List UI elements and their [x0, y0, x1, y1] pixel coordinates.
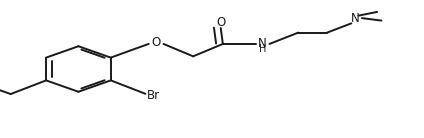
- Text: O: O: [151, 36, 161, 49]
- Text: N: N: [258, 37, 267, 50]
- Text: Br: Br: [147, 89, 160, 102]
- Text: H: H: [259, 44, 266, 54]
- Text: O: O: [216, 16, 226, 29]
- Text: N: N: [351, 12, 360, 25]
